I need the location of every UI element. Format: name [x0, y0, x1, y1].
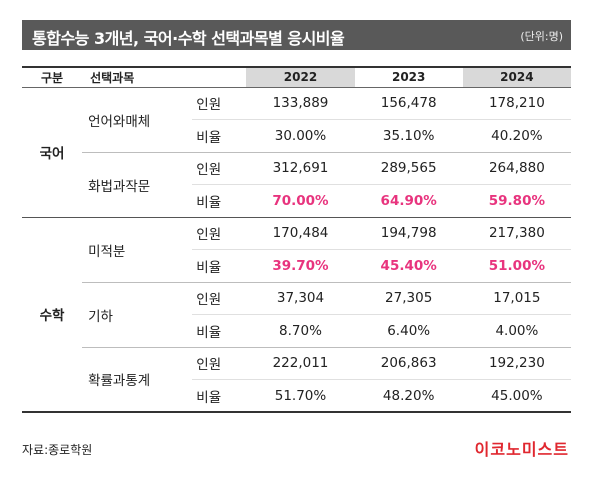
- header-year: 2023: [354, 66, 463, 88]
- table-row: 수학 미적분 인원 170,484 194,798 217,380: [22, 217, 571, 413]
- count-cell: 222,011: [246, 347, 355, 380]
- count-cell: 170,484: [246, 217, 355, 250]
- ratio-label: 비율: [192, 249, 247, 283]
- table-row: 비율 70.00% 64.90% 59.80%: [22, 184, 571, 218]
- table-row: 기하 인원 37,304 27,305 17,015: [22, 282, 571, 348]
- count-cell: 192,230: [462, 347, 571, 380]
- count-cell: 289,565: [354, 152, 463, 185]
- title-bar: 통합수능 3개년, 국어·수학 선택과목별 응시비율 (단위:명): [22, 20, 571, 50]
- header-year: 2022: [246, 66, 355, 88]
- ratio-cell: 51.00%: [462, 249, 571, 283]
- source-note: 자료:종로학원: [22, 443, 93, 457]
- ratio-cell: 59.80%: [462, 184, 571, 218]
- ratio-cell: 64.90%: [354, 184, 463, 218]
- count-cell: 178,210: [462, 87, 571, 120]
- count-label: 인원: [192, 282, 247, 315]
- table-row: 확률과통계 인원 222,011 206,863 192,230: [22, 347, 571, 413]
- table-row: 국어 언어와매체 인원 133,889 156,478 178,210: [22, 87, 571, 218]
- subject-label: 미적분: [82, 217, 193, 283]
- subject-label: 화법과작문: [82, 152, 193, 218]
- count-label: 인원: [192, 152, 247, 185]
- group-label: 국어: [22, 87, 83, 218]
- count-cell: 156,478: [354, 87, 463, 120]
- ratio-label: 비율: [192, 379, 247, 413]
- ratio-label: 비율: [192, 314, 247, 348]
- unit-label: (단위:명): [520, 30, 563, 43]
- count-cell: 194,798: [354, 217, 463, 250]
- count-cell: 17,015: [462, 282, 571, 315]
- ratio-cell: 45.00%: [462, 379, 571, 413]
- count-cell: 264,880: [462, 152, 571, 185]
- table-body: 국어 언어와매체 인원 133,889 156,478 178,210 비율 30.00% 35…: [22, 87, 571, 413]
- subject-label: 언어와매체: [82, 87, 193, 153]
- ratio-cell: 30.00%: [246, 119, 355, 153]
- publisher-logo: 이코노미스트: [474, 440, 569, 459]
- ratio-cell: 4.00%: [462, 314, 571, 348]
- table-header-row: 구분 선택과목 2022 2023 2024: [22, 66, 571, 88]
- ratio-cell: 48.20%: [354, 379, 463, 413]
- subject-label: 확률과통계: [82, 347, 193, 413]
- count-label: 인원: [192, 87, 247, 120]
- header-group: 구분: [22, 66, 83, 88]
- ratio-label: 비율: [192, 119, 247, 153]
- count-cell: 206,863: [354, 347, 463, 380]
- subject-label: 기하: [82, 282, 193, 348]
- ratio-label: 비율: [192, 184, 247, 218]
- header-subject: 선택과목: [82, 66, 247, 88]
- table-row: 비율 39.70% 45.40% 51.00%: [22, 249, 571, 283]
- page-title: 통합수능 3개년, 국어·수학 선택과목별 응시비율: [32, 29, 345, 48]
- ratio-cell: 45.40%: [354, 249, 463, 283]
- table-row: 비율 8.70% 6.40% 4.00%: [22, 314, 571, 348]
- count-cell: 37,304: [246, 282, 355, 315]
- count-cell: 133,889: [246, 87, 355, 120]
- table-row: 비율 51.70% 48.20% 45.00%: [22, 379, 571, 413]
- ratio-cell: 6.40%: [354, 314, 463, 348]
- table-row: 화법과작문 인원 312,691 289,565 264,880: [22, 152, 571, 218]
- ratio-cell: 39.70%: [246, 249, 355, 283]
- ratio-cell: 70.00%: [246, 184, 355, 218]
- table-row: 비율 30.00% 35.10% 40.20%: [22, 119, 571, 153]
- ratio-cell: 35.10%: [354, 119, 463, 153]
- ratio-cell: 8.70%: [246, 314, 355, 348]
- count-cell: 312,691: [246, 152, 355, 185]
- ratio-cell: 51.70%: [246, 379, 355, 413]
- ratio-cell: 40.20%: [462, 119, 571, 153]
- header-year: 2024: [462, 66, 571, 88]
- count-label: 인원: [192, 347, 247, 380]
- count-cell: 27,305: [354, 282, 463, 315]
- group-label: 수학: [22, 217, 83, 413]
- statistics-table: 구분 선택과목 2022 2023 2024 국어 언어와매체 인원 133,889 1…: [22, 66, 571, 413]
- count-label: 인원: [192, 217, 247, 250]
- count-cell: 217,380: [462, 217, 571, 250]
